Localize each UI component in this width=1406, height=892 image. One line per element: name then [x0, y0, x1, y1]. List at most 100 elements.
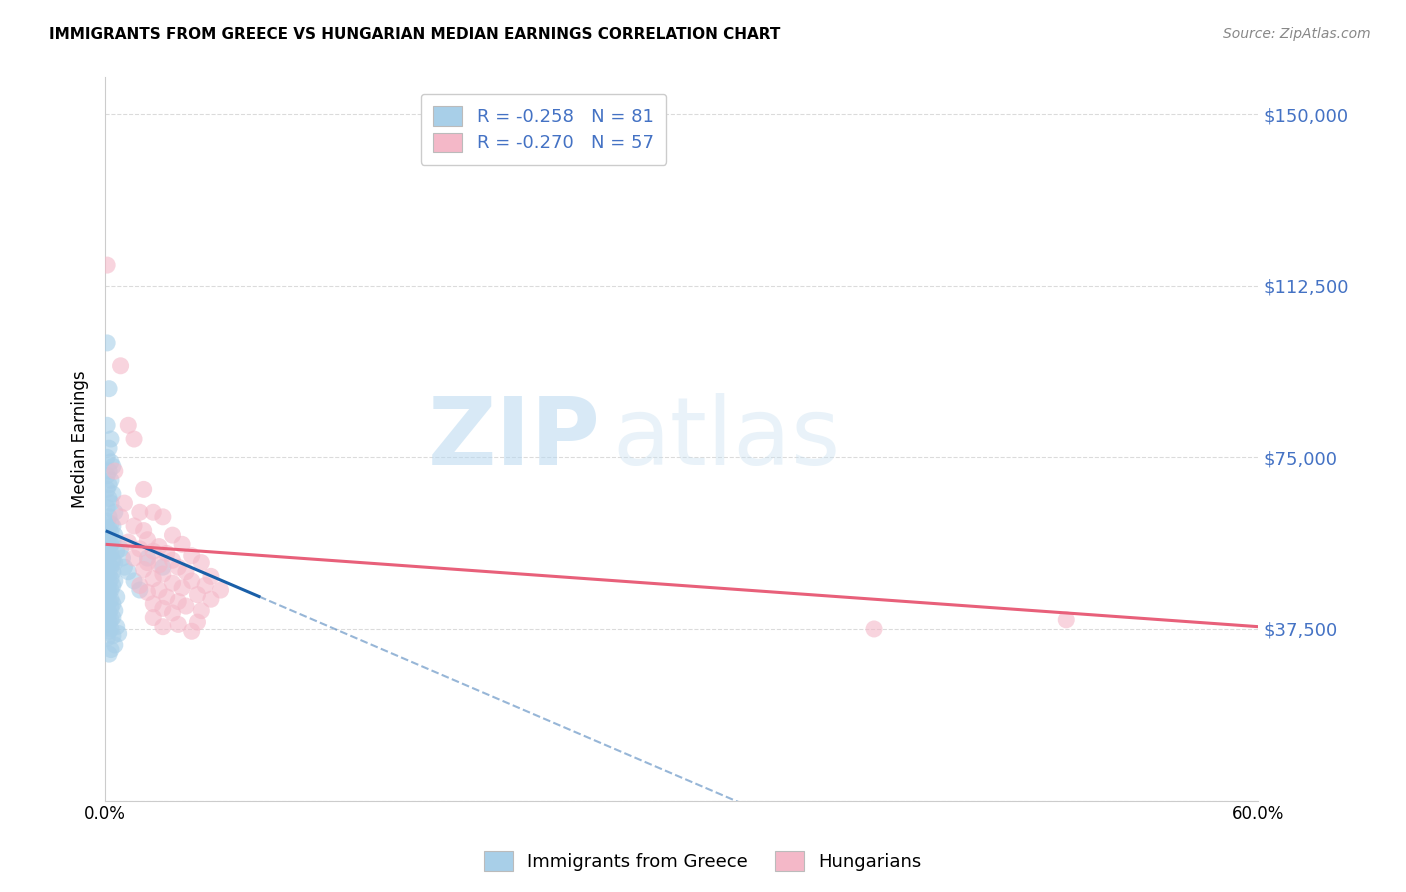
Point — [96, 483, 118, 497]
Point — [100, 583, 122, 598]
Point — [98, 509, 121, 524]
Point — [98, 576, 121, 591]
Point — [117, 418, 139, 433]
Point — [152, 509, 174, 524]
Point — [96, 515, 118, 529]
Point — [100, 622, 122, 636]
Point — [167, 560, 190, 574]
Point — [100, 572, 122, 586]
Point — [96, 608, 118, 623]
Point — [104, 505, 127, 519]
Point — [107, 626, 129, 640]
Point — [100, 546, 122, 560]
Point — [101, 553, 124, 567]
Point — [105, 590, 128, 604]
Point — [98, 624, 121, 639]
Point — [98, 615, 121, 629]
Point — [101, 629, 124, 643]
Point — [194, 578, 217, 592]
Point — [100, 537, 122, 551]
Point — [162, 606, 184, 620]
Point — [132, 524, 155, 538]
Point — [122, 432, 145, 446]
Point — [98, 521, 121, 535]
Point — [1054, 613, 1077, 627]
Text: ZIP: ZIP — [429, 393, 602, 485]
Text: IMMIGRANTS FROM GREECE VS HUNGARIAN MEDIAN EARNINGS CORRELATION CHART: IMMIGRANTS FROM GREECE VS HUNGARIAN MEDI… — [49, 27, 780, 42]
Point — [152, 567, 174, 582]
Point — [96, 450, 118, 465]
Point — [200, 592, 222, 607]
Point — [136, 585, 159, 599]
Point — [100, 525, 122, 540]
Point — [136, 533, 159, 547]
Point — [98, 558, 121, 572]
Point — [96, 541, 118, 556]
Point — [96, 588, 118, 602]
Point — [172, 581, 194, 595]
Point — [98, 647, 121, 661]
Point — [96, 562, 118, 576]
Point — [96, 335, 118, 350]
Point — [100, 592, 122, 607]
Point — [100, 496, 122, 510]
Point — [174, 599, 197, 613]
Point — [122, 574, 145, 588]
Text: atlas: atlas — [613, 393, 841, 485]
Point — [104, 574, 127, 588]
Point — [101, 459, 124, 474]
Point — [152, 601, 174, 615]
Point — [100, 642, 122, 657]
Point — [152, 560, 174, 574]
Point — [104, 464, 127, 478]
Point — [190, 604, 212, 618]
Point — [122, 519, 145, 533]
Point — [101, 519, 124, 533]
Point — [98, 382, 121, 396]
Point — [117, 565, 139, 579]
Point — [104, 604, 127, 618]
Point — [96, 258, 118, 272]
Point — [128, 578, 150, 592]
Point — [98, 441, 121, 455]
Point — [156, 590, 179, 604]
Point — [100, 455, 122, 469]
Point — [167, 617, 190, 632]
Point — [122, 551, 145, 566]
Point — [180, 624, 202, 639]
Point — [101, 535, 124, 549]
Point — [96, 524, 118, 538]
Point — [162, 528, 184, 542]
Legend: R = -0.258   N = 81, R = -0.270   N = 57: R = -0.258 N = 81, R = -0.270 N = 57 — [420, 94, 666, 165]
Point — [128, 505, 150, 519]
Point — [105, 544, 128, 558]
Point — [96, 581, 118, 595]
Point — [172, 537, 194, 551]
Point — [98, 549, 121, 563]
Point — [156, 546, 179, 560]
Point — [100, 613, 122, 627]
Point — [110, 541, 132, 556]
Point — [110, 359, 132, 373]
Point — [101, 597, 124, 611]
Point — [96, 533, 118, 547]
Point — [114, 560, 136, 574]
Point — [180, 549, 202, 563]
Point — [104, 638, 127, 652]
Point — [136, 551, 159, 566]
Point — [142, 597, 165, 611]
Point — [96, 551, 118, 566]
Text: Source: ZipAtlas.com: Source: ZipAtlas.com — [1223, 27, 1371, 41]
Point — [98, 585, 121, 599]
Point — [101, 610, 124, 624]
Point — [110, 509, 132, 524]
Point — [148, 540, 170, 554]
Point — [128, 583, 150, 598]
Point — [136, 556, 159, 570]
Point — [101, 487, 124, 501]
Point — [152, 620, 174, 634]
Point — [98, 567, 121, 582]
Point — [142, 610, 165, 624]
Point — [100, 473, 122, 487]
Point — [180, 574, 202, 588]
